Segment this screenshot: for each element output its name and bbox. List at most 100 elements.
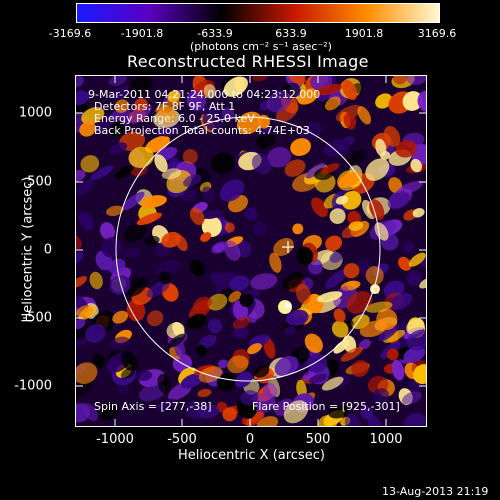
emission-blob (239, 293, 254, 308)
emission-blob (129, 103, 152, 124)
emission-blob (290, 138, 311, 157)
emission-blobs (75, 75, 427, 427)
emission-blob (189, 207, 205, 226)
emission-blob (325, 235, 343, 252)
emission-blob (89, 271, 103, 290)
emission-blob (269, 252, 282, 273)
emission-blob (346, 149, 367, 167)
emission-blob (136, 212, 162, 226)
emission-blob (383, 329, 406, 343)
emission-blob (201, 186, 216, 203)
emission-blob (211, 152, 235, 175)
emission-blob (207, 318, 223, 334)
x-tick-label: 1000 (369, 432, 403, 447)
x-tick-label: 0 (245, 432, 255, 447)
emission-blob (221, 107, 235, 121)
plot-title: Reconstructed RHESSI Image (127, 52, 369, 71)
emission-blob (358, 339, 371, 350)
timestamp: 13-Aug-2013 21:19 (382, 485, 489, 498)
emission-blob (274, 356, 299, 377)
emission-blob (85, 323, 106, 343)
emission-blob (288, 75, 306, 86)
emission-blob (145, 135, 171, 153)
emission-blob (196, 344, 208, 357)
emission-blob (404, 412, 427, 427)
emission-blob (146, 280, 170, 298)
emission-blob (342, 335, 357, 353)
emission-blob (351, 360, 369, 378)
emission-blob (136, 370, 153, 381)
emission-blob (114, 164, 135, 180)
emission-blob (383, 126, 401, 147)
emission-blob (266, 90, 292, 113)
emission-blob (403, 346, 426, 363)
emission-blob (216, 373, 236, 392)
emission-blob (109, 142, 128, 155)
emission-blob (321, 376, 344, 391)
emission-blob (406, 329, 427, 351)
emission-blob (124, 277, 148, 297)
emission-blob (112, 310, 129, 324)
emission-blob (193, 296, 212, 312)
emission-blob (340, 346, 363, 362)
solar-limb (115, 116, 381, 382)
emission-blob (110, 336, 130, 349)
emission-blob (392, 75, 408, 85)
emission-blob (232, 316, 251, 329)
emission-blob (251, 153, 272, 175)
emission-blob (198, 404, 220, 419)
colorbar-tick: 3169.6 (417, 27, 457, 40)
emission-blob (311, 197, 328, 218)
emission-blob (161, 168, 182, 180)
flare-position: Flare Position = [925,-301] (252, 400, 400, 413)
emission-blob (155, 99, 181, 114)
emission-blob (78, 211, 94, 231)
emission-blob (252, 221, 267, 238)
y-tick-label: 0 (43, 242, 52, 258)
colorbar-tick: 1901.8 (344, 27, 384, 40)
emission-blob (323, 139, 351, 157)
emission-blob (186, 313, 207, 330)
emission-blob (202, 109, 224, 131)
emission-blob (342, 79, 358, 101)
emission-blob (147, 310, 164, 327)
emission-blob (252, 75, 269, 82)
emission-blob (222, 407, 237, 422)
emission-blob (223, 76, 248, 97)
emission-blob (120, 367, 136, 379)
emission-blob (213, 243, 225, 253)
emission-blob (391, 359, 405, 381)
emission-blob (180, 373, 204, 389)
emission-blob (210, 271, 224, 285)
emission-blob (256, 416, 279, 427)
method-counts: Back Projection Total counts: 4.74E+03 (94, 124, 310, 137)
emission-blob (282, 271, 304, 290)
emission-blob (154, 154, 168, 173)
emission-blob (343, 263, 360, 279)
emission-blob (123, 222, 148, 243)
emission-blob (402, 241, 415, 253)
emission-blob (182, 148, 198, 165)
colorbar-tick: -633.9 (197, 27, 233, 40)
emission-blob (108, 121, 126, 137)
emission-blob (329, 208, 346, 224)
emission-blob (75, 362, 98, 385)
plot-frame (75, 75, 427, 427)
x-tick-label: 500 (305, 432, 331, 447)
colorbar-tick: -1901.8 (120, 27, 164, 40)
emission-blob (218, 359, 228, 369)
emission-blob (406, 75, 427, 85)
emission-blob (244, 207, 258, 221)
emission-blob (229, 275, 250, 292)
emission-blob (346, 280, 357, 291)
emission-blob (284, 159, 306, 177)
emission-blob (106, 205, 124, 216)
emission-blob (331, 320, 349, 338)
emission-blob (183, 174, 202, 187)
y-tick-label: -1000 (14, 378, 52, 394)
emission-blob (140, 195, 167, 209)
emission-blob (219, 179, 245, 202)
emission-blob (201, 216, 222, 237)
emission-blob (75, 169, 86, 182)
y-tick-label: 1000 (18, 105, 52, 121)
